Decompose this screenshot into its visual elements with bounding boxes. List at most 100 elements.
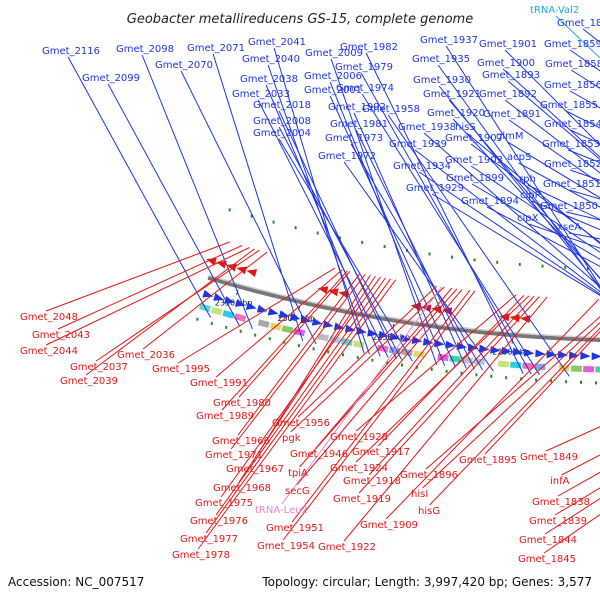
gene-leader-line bbox=[212, 53, 304, 342]
gene-label-gmet-1958: Gmet_1958 bbox=[362, 104, 420, 115]
gc-dot bbox=[445, 369, 448, 373]
forward-gene bbox=[580, 351, 591, 360]
gc-dot bbox=[595, 381, 597, 385]
gene-leader-line bbox=[343, 161, 494, 372]
gene-label-gmet-1956: Gmet_1956 bbox=[272, 418, 330, 429]
gene-label-gmet-1982: Gmet_1982 bbox=[340, 42, 398, 53]
gc-dot bbox=[475, 373, 478, 377]
gc-dot bbox=[565, 380, 568, 384]
gene-leader-line bbox=[418, 171, 600, 295]
gc-dot bbox=[272, 220, 275, 224]
gene-label-hisg: hisG bbox=[418, 506, 440, 517]
gene-leader-line bbox=[504, 99, 600, 174]
cog-block bbox=[570, 365, 582, 372]
gene-leader-line bbox=[220, 276, 381, 498]
reverse-gene bbox=[431, 305, 442, 314]
gene-leader-line bbox=[265, 84, 381, 357]
trna-label-leu2: tRNA-Leu2 bbox=[255, 505, 308, 516]
gene-label-gmet-1921: Gmet_1921 bbox=[423, 89, 481, 100]
gc-dot bbox=[210, 321, 213, 325]
gene-label-gmet-1934: Gmet_1934 bbox=[393, 161, 451, 172]
gene-leader-line bbox=[355, 295, 530, 463]
gene-label-gmet-1891: Gmet_1891 bbox=[483, 109, 541, 120]
gene-label-gmet-2001: Gmet_2001 bbox=[304, 85, 362, 96]
gene-label-gmet-1974: Gmet_1974 bbox=[336, 83, 394, 94]
gene-leader-line bbox=[368, 295, 535, 476]
gc-dot bbox=[451, 255, 453, 259]
gene-label-gmet-1892: Gmet_1892 bbox=[479, 89, 537, 100]
gene-label-gmet-2009: Gmet_2009 bbox=[305, 48, 363, 59]
gene-leader-line bbox=[527, 184, 600, 220]
gene-leader-line bbox=[518, 162, 600, 208]
gene-leader-line bbox=[507, 80, 600, 161]
gene-label-gmet-1922: Gmet_1922 bbox=[318, 542, 376, 553]
forward-gene bbox=[256, 304, 268, 313]
gene-leader-line bbox=[358, 296, 540, 494]
gene-leader-line bbox=[67, 56, 212, 318]
gene-leader-line bbox=[445, 45, 600, 287]
cog-block bbox=[341, 338, 353, 346]
gene-label-gmet-1930: Gmet_1930 bbox=[413, 75, 471, 86]
forward-gene bbox=[278, 310, 290, 318]
gc-dot bbox=[535, 378, 538, 382]
gene-label-gmet-2040: Gmet_2040 bbox=[242, 54, 300, 65]
forward-gene bbox=[213, 293, 225, 301]
gene-leader-line bbox=[360, 72, 532, 375]
gc-skew-track bbox=[196, 208, 597, 385]
gene-leader-line bbox=[257, 99, 389, 358]
gene-label-gmet-1849: Gmet_1849 bbox=[520, 452, 578, 463]
gene-label-gmet-2036: Gmet_2036 bbox=[117, 350, 175, 361]
gene-label-gmet-1978: Gmet_1978 bbox=[172, 550, 230, 561]
gene-label-gmet-1951: Gmet_1951 bbox=[266, 523, 324, 534]
gc-dot bbox=[239, 329, 242, 333]
gc-dot bbox=[254, 333, 257, 337]
gene-label-gmet-1900: Gmet_1900 bbox=[477, 58, 535, 69]
gene-leader-line bbox=[414, 149, 600, 293]
reverse-gene bbox=[328, 288, 339, 297]
forward-gene bbox=[591, 352, 600, 361]
gene-leader-line bbox=[221, 270, 348, 411]
gene-leader-line bbox=[57, 245, 243, 330]
cog-block bbox=[317, 333, 329, 342]
forward-gene bbox=[445, 340, 456, 349]
gene-label-gmet-2041: Gmet_2041 bbox=[248, 37, 306, 48]
gene-leader-line bbox=[504, 49, 600, 146]
gene-label-gmet-1980: Gmet_1980 bbox=[213, 398, 271, 409]
gene-leader-line bbox=[466, 132, 600, 245]
forward-gene bbox=[512, 347, 524, 356]
trna-label-val2: tRNA-Val2 bbox=[530, 5, 579, 16]
gene-label-gmet-1938: Gmet_1938 bbox=[398, 122, 456, 133]
gene-label-gmet-1860: Gmet_1860 bbox=[557, 18, 600, 29]
gc-dot bbox=[383, 245, 386, 249]
gene-leader-line bbox=[299, 288, 458, 468]
gene-label-gmet-2116: Gmet_2116 bbox=[42, 46, 100, 57]
gene-label-gmet-1973: Gmet_1973 bbox=[325, 133, 383, 144]
gene-leader-line bbox=[531, 200, 600, 231]
gene-label-gmet-1893: Gmet_1893 bbox=[482, 70, 540, 81]
gene-label-hisi: hisI bbox=[411, 489, 428, 500]
gene-label-gmet-1858: Gmet_1858 bbox=[545, 59, 600, 70]
gene-leader-line bbox=[237, 272, 361, 436]
gene-leader-line bbox=[107, 83, 240, 326]
gene-label-gmet-1989: Gmet_1989 bbox=[196, 411, 254, 422]
forward-gene bbox=[411, 336, 423, 344]
gene-leader-line bbox=[470, 143, 600, 244]
gene-label-gmet-1903: Gmet_1903 bbox=[445, 155, 503, 166]
gene-leader-line bbox=[141, 54, 253, 330]
gc-dot bbox=[356, 356, 359, 360]
gene-label-gmet-1992: Gmet_1992 bbox=[328, 102, 386, 113]
cog-block bbox=[293, 327, 306, 337]
forward-gene bbox=[546, 350, 557, 359]
gc-dot bbox=[518, 262, 521, 266]
reverse-gene bbox=[206, 258, 217, 266]
gc-dot bbox=[460, 371, 463, 375]
gene-label-gmet-1976: Gmet_1976 bbox=[190, 516, 248, 527]
gene-label-pgk: pgk bbox=[282, 433, 301, 444]
gene-leader-line bbox=[180, 70, 317, 345]
gene-leader-line bbox=[429, 327, 600, 506]
gene-leader-line bbox=[422, 322, 600, 489]
gene-label-gmet-2008: Gmet_2008 bbox=[253, 116, 311, 127]
gc-dot bbox=[496, 260, 499, 264]
